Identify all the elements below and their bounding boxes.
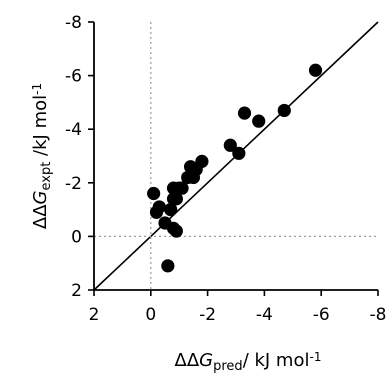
x-tick-label: -4 (256, 305, 273, 325)
x-tick-label: -8 (370, 305, 387, 325)
y-tick-label: 0 (71, 227, 82, 247)
data-point (147, 186, 161, 201)
data-point (164, 203, 178, 217)
y-tick-label: -2 (65, 174, 82, 194)
axis-titles: ΔΔGpred/ kJ mol-1 ΔΔGexpt /kJ mol-1 (30, 83, 322, 374)
data-point (181, 170, 195, 185)
data-point (223, 138, 237, 152)
x-tick-label: 0 (145, 305, 156, 325)
data-point (237, 106, 252, 120)
y-axis-title: ΔΔGexpt /kJ mol-1 (30, 83, 54, 229)
y-tick-label: 2 (71, 281, 82, 301)
data-point (277, 103, 291, 118)
data-point (308, 63, 323, 77)
data-points (147, 63, 323, 273)
data-point (166, 192, 181, 206)
x-axis-title: ΔΔGpred/ kJ mol-1 (175, 350, 322, 374)
data-point (252, 114, 266, 128)
ticks: 2 0 -2 -4 -6 -8 -8 -6 -4 -2 0 2 (65, 13, 386, 325)
data-point (149, 205, 164, 219)
axes (93, 22, 378, 291)
data-point (166, 181, 181, 195)
y-tick-label: -8 (65, 13, 82, 33)
x-tick-label: -6 (313, 305, 330, 325)
data-point (232, 146, 246, 160)
y-tick-label: -4 (65, 120, 82, 140)
data-point (158, 216, 172, 230)
x-tick-label: 2 (89, 305, 100, 325)
data-point (183, 160, 198, 174)
x-tick-label: -2 (199, 305, 216, 325)
data-point (161, 259, 175, 273)
y-tick-label: -6 (65, 67, 82, 87)
